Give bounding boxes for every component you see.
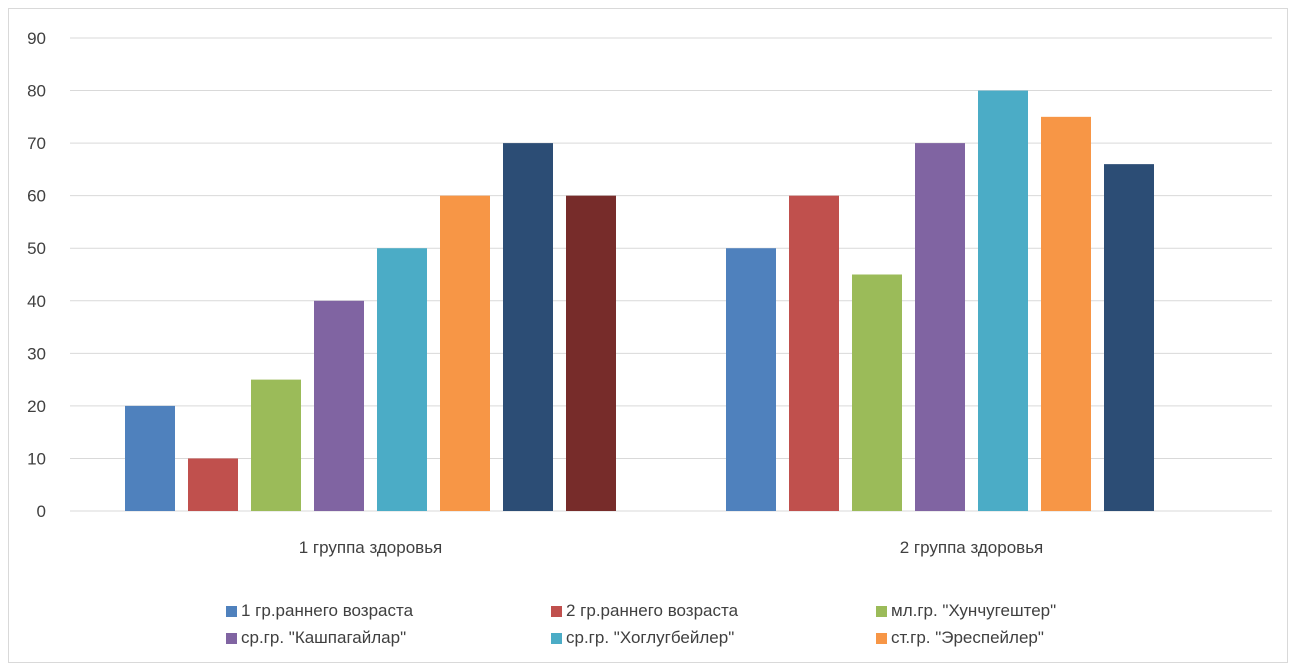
y-tick-label: 50 <box>27 239 46 258</box>
bar-series-2-cat-1 <box>188 458 238 511</box>
bar-series-4-cat-1 <box>314 300 364 511</box>
y-tick-label: 0 <box>37 502 46 521</box>
x-axis-categories: 1 группа здоровья 2 группа здоровья <box>299 538 1044 557</box>
x-category-label: 2 группа здоровья <box>900 538 1044 557</box>
bar-series-1-cat-1 <box>125 405 175 511</box>
bar-series-4-cat-2 <box>915 143 965 511</box>
bar-series-6-cat-2 <box>1041 116 1091 511</box>
y-tick-label: 80 <box>27 82 46 101</box>
y-tick-label: 70 <box>27 134 46 153</box>
bar-series-5-cat-2 <box>978 90 1028 512</box>
y-tick-label: 20 <box>27 397 46 416</box>
y-tick-label: 10 <box>27 449 46 468</box>
y-tick-label: 60 <box>27 187 46 206</box>
bar-series-6-cat-1 <box>440 195 490 511</box>
bar-series-7-cat-1 <box>503 143 553 511</box>
bar-series-8-cat-1 <box>566 195 616 511</box>
x-category-label: 1 группа здоровья <box>299 538 443 557</box>
bar-series-3-cat-1 <box>251 379 301 511</box>
y-tick-label: 30 <box>27 344 46 363</box>
gridlines <box>70 37 1272 512</box>
y-tick-label: 90 <box>27 29 46 48</box>
bar-series-7-cat-2 <box>1104 164 1154 511</box>
bar-series-5-cat-1 <box>377 248 427 511</box>
y-tick-label: 40 <box>27 292 46 311</box>
bars <box>125 90 1154 512</box>
bar-series-2-cat-2 <box>789 195 839 511</box>
y-axis-ticks: 0 10 20 30 40 50 60 70 80 90 <box>27 29 46 521</box>
bar-series-1-cat-2 <box>726 248 776 511</box>
bar-series-3-cat-2 <box>852 274 902 511</box>
